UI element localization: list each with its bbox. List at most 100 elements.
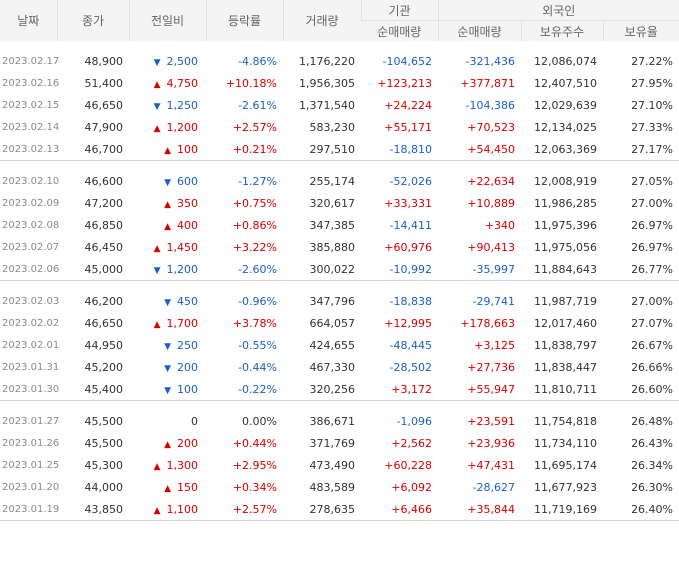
- rate-cell: +0.34%: [232, 480, 277, 494]
- group-divider: [0, 280, 679, 281]
- divider-cell: [0, 280, 679, 281]
- table-row: 2023.02.09 47,200 ▲ 350 +0.75% 320,617 +33,331…: [0, 192, 679, 214]
- change-value: 600: [177, 174, 198, 188]
- group-spacer: [0, 41, 679, 50]
- change-value: 1,300: [166, 458, 199, 472]
- triangle-down-icon: ▼: [153, 101, 161, 112]
- volume-cell: 473,490: [309, 458, 356, 472]
- group-spacer: [0, 281, 679, 290]
- rate-cell: +0.21%: [232, 142, 277, 156]
- volume-cell: 320,256: [309, 382, 356, 396]
- change-value: 100: [177, 382, 198, 396]
- foreign-net-cell: +90,413: [467, 240, 515, 254]
- foreign-net-cell: -35,997: [472, 262, 515, 276]
- spacer-cell: [0, 41, 679, 50]
- volume-cell: 386,671: [309, 414, 356, 428]
- triangle-down-icon: ▼: [153, 265, 161, 276]
- triangle-down-icon: ▼: [153, 57, 161, 68]
- foreign-net-cell: +47,431: [467, 458, 515, 472]
- inst-net-cell: +24,224: [384, 98, 432, 112]
- close-cell: 45,000: [84, 262, 124, 276]
- change-value: 2,500: [166, 54, 199, 68]
- date-cell: 2023.01.19: [2, 503, 60, 515]
- foreign-ratio-cell: 27.00%: [631, 196, 674, 210]
- foreign-ratio-cell: 27.17%: [631, 142, 674, 156]
- rate-cell: +0.75%: [232, 196, 277, 210]
- table-body: 2023.02.17 48,900 ▼ 2,500 -4.86% 1,176,220 -10…: [0, 41, 679, 521]
- volume-cell: 255,174: [309, 174, 356, 188]
- triangle-up-icon: ▲: [153, 505, 161, 516]
- triangle-up-icon: ▲: [164, 199, 171, 210]
- foreign-ratio-cell: 26.97%: [631, 218, 674, 232]
- foreign-ratio-cell: 26.77%: [631, 262, 674, 276]
- col-change: 전일비: [128, 0, 206, 41]
- triangle-down-icon: ▼: [164, 363, 171, 374]
- date-cell: 2023.01.27: [2, 415, 60, 427]
- change-value: 450: [177, 294, 198, 308]
- table-row: 2023.02.02 46,650 ▲ 1,700 +3.78% 664,057 +12,9…: [0, 312, 679, 334]
- foreign-ratio-cell: 27.95%: [631, 76, 674, 90]
- date-cell: 2023.02.03: [2, 295, 60, 307]
- foreign-hold-cell: 11,987,719: [534, 294, 597, 308]
- change-value: 1,200: [166, 262, 199, 276]
- header-row: 날짜 종가 전일비 등락률 거래량 기관 외국인: [0, 0, 679, 41]
- change-cell: ▼ 450: [129, 290, 206, 312]
- spacer-cell: [0, 161, 679, 170]
- foreign-hold-cell: 11,810,711: [534, 382, 597, 396]
- table-row: 2023.02.17 48,900 ▼ 2,500 -4.86% 1,176,220 -10…: [0, 50, 679, 72]
- date-cell: 2023.02.13: [2, 143, 60, 155]
- rate-cell: -2.61%: [238, 98, 277, 112]
- close-cell: 48,900: [84, 54, 124, 68]
- table-row: 2023.02.07 46,450 ▲ 1,450 +3.22% 385,880 +60,9…: [0, 236, 679, 258]
- change-cell: ▲ 4,750: [129, 72, 206, 94]
- change-value: 150: [177, 480, 198, 494]
- foreign-hold-cell: 12,134,025: [534, 120, 597, 134]
- spacer-cell: [0, 281, 679, 290]
- change-cell: ▼ 1,200: [129, 258, 206, 281]
- table-row: 2023.01.26 45,500 ▲ 200 +0.44% 371,769 +2,562 +…: [0, 432, 679, 454]
- group-divider: [0, 520, 679, 521]
- date-cell: 2023.02.14: [2, 121, 60, 133]
- foreign-net-cell: +23,591: [467, 414, 515, 428]
- foreign-net-cell: +70,523: [467, 120, 515, 134]
- change-cell: ▲ 1,100: [129, 498, 206, 521]
- close-cell: 46,200: [84, 294, 124, 308]
- foreign-ratio-cell: 26.30%: [631, 480, 674, 494]
- close-cell: 51,400: [84, 76, 124, 90]
- foreign-net-cell: +23,936: [467, 436, 515, 450]
- volume-cell: 347,796: [309, 294, 356, 308]
- change-cell: ▲ 1,450: [129, 236, 206, 258]
- rate-cell: +2.57%: [232, 120, 277, 134]
- table-row: 2023.01.27 45,500 0 0.00% 386,671 -1,096 +23,5…: [0, 410, 679, 432]
- table-row: 2023.01.30 45,400 ▼ 100 -0.22% 320,256 +3,172 +…: [0, 378, 679, 401]
- inst-net-cell: +60,228: [384, 458, 432, 472]
- close-cell: 46,650: [84, 316, 124, 330]
- table-row: 2023.01.25 45,300 ▲ 1,300 +2.95% 473,490 +60,2…: [0, 454, 679, 476]
- change-value: 1,700: [166, 316, 199, 330]
- group-spacer: [0, 401, 679, 410]
- change-cell: ▼ 1,250: [129, 94, 206, 116]
- foreign-hold-cell: 11,695,174: [534, 458, 597, 472]
- col-inst-net: 순매매량: [361, 20, 438, 41]
- close-cell: 45,300: [84, 458, 124, 472]
- change-cell: ▲ 350: [129, 192, 206, 214]
- close-cell: 46,600: [84, 174, 124, 188]
- change-cell: ▲ 1,300: [129, 454, 206, 476]
- foreign-net-cell: +10,889: [467, 196, 515, 210]
- foreign-hold-cell: 12,029,639: [534, 98, 597, 112]
- volume-cell: 483,589: [309, 480, 356, 494]
- change-value: 250: [177, 338, 198, 352]
- table-row: 2023.02.03 46,200 ▼ 450 -0.96% 347,796 -18,838…: [0, 290, 679, 312]
- triangle-up-icon: ▲: [153, 243, 161, 254]
- triangle-down-icon: ▼: [164, 177, 171, 188]
- inst-net-cell: -52,026: [389, 174, 432, 188]
- change-value: 200: [177, 360, 198, 374]
- foreign-hold-cell: 12,063,369: [534, 142, 597, 156]
- foreign-ratio-cell: 26.43%: [631, 436, 674, 450]
- change-cell: ▲ 100: [129, 138, 206, 161]
- foreign-net-cell: -28,627: [472, 480, 515, 494]
- date-cell: 2023.02.17: [2, 55, 60, 67]
- foreign-hold-cell: 11,734,110: [534, 436, 597, 450]
- foreign-net-cell: -104,386: [465, 98, 515, 112]
- rate-cell: +3.78%: [232, 316, 277, 330]
